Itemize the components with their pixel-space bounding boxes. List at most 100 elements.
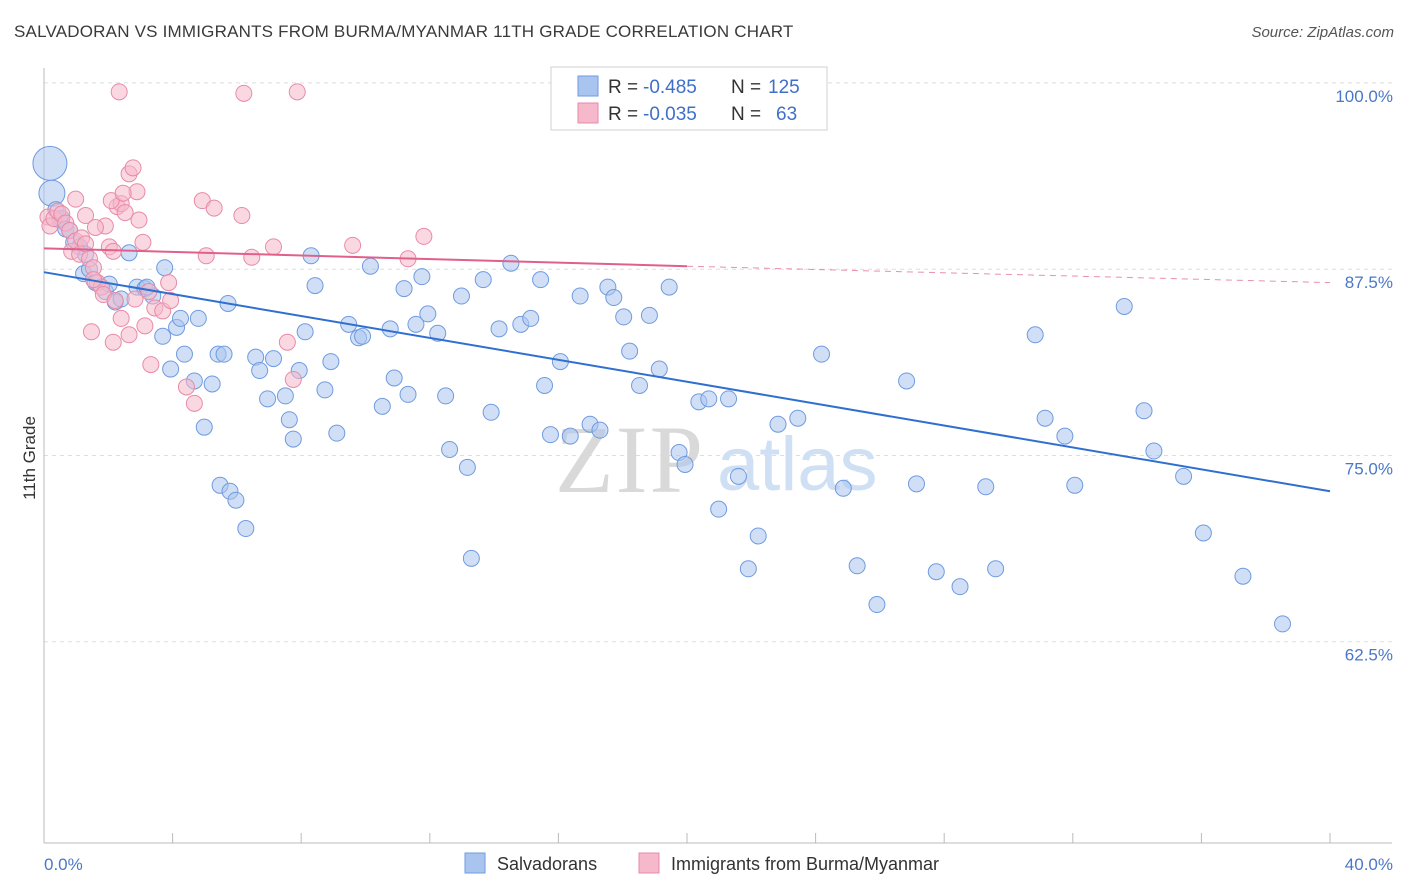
tick-labels: 100.0% 87.5% 75.0% 62.5% 0.0% 40.0%: [44, 87, 1393, 874]
point-blue-86: [605, 289, 623, 307]
series-legend-label-salvadorans: Salvadorans: [497, 854, 597, 874]
point-blue-73: [490, 320, 508, 338]
point-blue-44: [280, 411, 298, 429]
point-pink-47: [177, 378, 195, 396]
legend-r-value-1: -0.485: [643, 77, 697, 98]
point-blue-77: [532, 271, 550, 289]
point-blue-97: [710, 500, 728, 518]
trend-line-pink: [43, 247, 688, 268]
point-blue-38: [237, 520, 255, 538]
series-legend-label-burma: Immigrants from Burma/Myanmar: [671, 854, 939, 874]
point-pink-45: [130, 211, 148, 229]
point-blue-72: [482, 403, 500, 421]
point-blue-102: [769, 415, 787, 433]
x-tick-label-1: 40.0%: [1345, 855, 1393, 874]
point-blue-62: [407, 315, 425, 333]
point-pink-42: [86, 218, 104, 236]
legend-n-label-1: N =: [731, 77, 761, 98]
point-pink-51: [205, 199, 223, 217]
point-blue-101: [749, 527, 767, 545]
y-tick-label-1: 87.5%: [1345, 273, 1393, 292]
point-pink-52: [233, 207, 251, 225]
point-blue-47: [296, 323, 314, 341]
point-blue-107: [868, 596, 886, 614]
point-blue-42: [265, 350, 283, 368]
point-blue-118: [1115, 297, 1133, 315]
point-pink-60: [110, 83, 128, 101]
point-blue-17: [120, 244, 138, 262]
point-blue-41: [259, 390, 277, 408]
point-blue-58: [381, 320, 399, 338]
legend-n-label-2: N =: [731, 104, 761, 125]
point-blue-33: [215, 345, 233, 363]
point-pink-61: [235, 84, 253, 102]
point-blue-90: [640, 306, 658, 324]
point-blue-98: [720, 390, 738, 408]
point-blue-52: [328, 424, 346, 442]
x-tick-label-0: 0.0%: [44, 855, 83, 874]
series-legend-swatch-blue: [464, 852, 486, 874]
point-blue-22: [154, 327, 172, 345]
point-blue-89: [631, 376, 649, 394]
point-blue-69: [458, 458, 476, 476]
legend-n-value-2: 63: [776, 104, 797, 125]
point-pink-41: [77, 207, 95, 225]
point-blue-66: [437, 387, 455, 405]
point-blue-29: [189, 309, 207, 327]
point-blue-114: [1026, 326, 1044, 344]
y-tick-label-2: 75.0%: [1345, 459, 1393, 478]
point-blue-51: [322, 353, 340, 371]
point-blue-109: [908, 475, 926, 493]
point-blue-81: [561, 427, 579, 445]
legend-r-label-2: R =: [608, 104, 638, 125]
point-blue-78: [536, 376, 554, 394]
point-blue-63: [413, 268, 431, 286]
point-blue-71: [474, 271, 492, 289]
point-blue-26: [172, 309, 190, 327]
point-blue-110: [927, 563, 945, 581]
point-blue-99: [729, 467, 747, 485]
point-blue-37: [227, 491, 245, 509]
stats-legend: R = -0.485 N = 125 R = -0.035 N = 63: [550, 66, 828, 131]
point-blue-108: [898, 372, 916, 390]
point-blue-57: [373, 397, 391, 415]
point-blue-106: [848, 557, 866, 575]
watermark-atlas: atlas: [717, 422, 878, 507]
trend-line-pink-dashed: [686, 265, 1331, 284]
point-blue-119: [1135, 402, 1153, 420]
point-pink-57: [344, 236, 362, 254]
point-blue-113: [987, 560, 1005, 578]
y-tick-label-0: 100.0%: [1335, 87, 1393, 106]
point-blue-103: [789, 409, 807, 427]
point-blue-55: [354, 327, 372, 345]
point-blue-122: [1194, 524, 1212, 542]
point-pink-39: [142, 356, 160, 374]
point-blue-40: [251, 362, 269, 380]
point-blue-74: [502, 254, 520, 272]
point-blue-91: [650, 360, 668, 378]
point-blue-64: [419, 305, 437, 323]
point-blue-79: [541, 426, 559, 444]
point-pink-34: [106, 292, 124, 309]
point-pink-59: [415, 227, 433, 245]
point-blue-105: [834, 479, 852, 497]
point-blue-87: [615, 308, 633, 326]
point-blue-61: [399, 385, 417, 403]
point-pink-23: [124, 159, 142, 177]
trend-lines: [43, 247, 1331, 493]
point-pink-44: [114, 184, 132, 202]
point-blue-123: [1234, 567, 1252, 585]
point-blue-50: [316, 381, 334, 399]
point-blue-76: [522, 309, 540, 327]
legend-n-value-1: 125: [768, 77, 800, 98]
point-blue-0: [32, 145, 68, 181]
source-label: Source: ZipAtlas.com: [1251, 24, 1394, 41]
point-blue-121: [1175, 467, 1193, 485]
point-blue-49: [306, 277, 324, 295]
point-blue-94: [676, 455, 694, 473]
point-blue-88: [621, 342, 639, 360]
point-pink-48: [185, 394, 203, 412]
point-pink-46: [162, 292, 180, 309]
point-blue-116: [1056, 427, 1074, 445]
point-blue-92: [660, 278, 678, 296]
